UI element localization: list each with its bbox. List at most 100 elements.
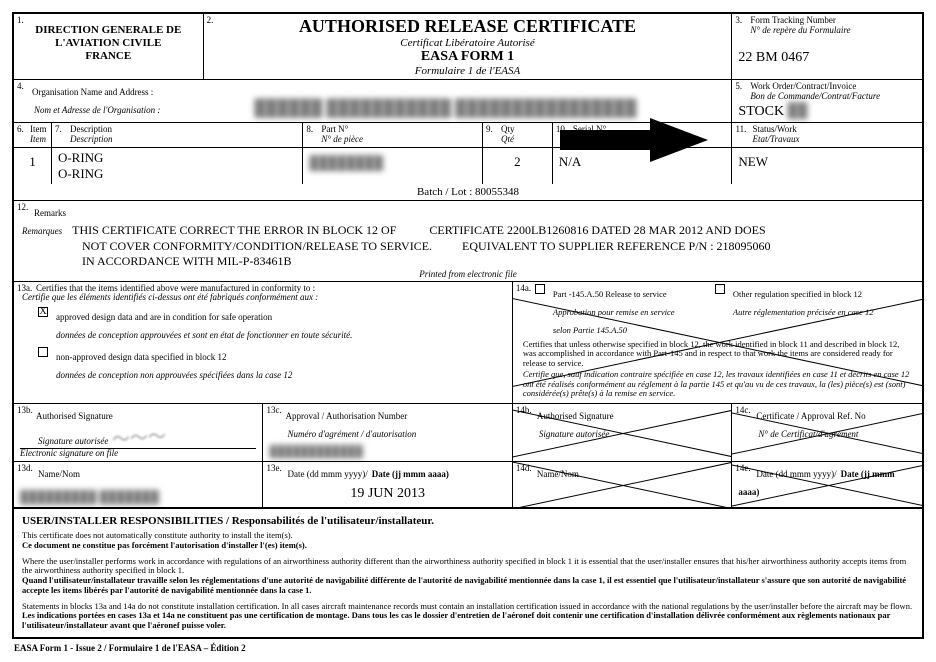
13d-redacted: █████████ ███████ (20, 490, 256, 505)
box4-num: 4. (17, 81, 24, 91)
14a-cb1-l2: Approbation pour remise en service (553, 307, 675, 317)
box13a-num: 13a. (17, 283, 32, 293)
cb2-l2: données de conception non approuvées spé… (56, 370, 292, 380)
easa-form-1: 1. DIRECTION GENERALE DE L'AVIATION CIVI… (12, 12, 924, 639)
14a-cb1-l3: selon Partie 145.A.50 (553, 325, 627, 335)
14a-cb2-l2: Autre réglementation précisée en case 12 (733, 307, 874, 317)
box2-title: AUTHORISED RELEASE CERTIFICATE (210, 16, 726, 37)
pointer-arrow-stem (560, 130, 660, 150)
box5-redacted: ██ (788, 104, 808, 119)
box4-redacted: ██████ ███████████ ████████████████ (254, 100, 636, 117)
c7-lbl-it: Description (70, 135, 296, 145)
13e-lbl: Date (dd mmm yyyy)/ (287, 469, 367, 479)
14b-lbl: Authorised Signature (537, 411, 614, 421)
13e-val: 19 JUN 2013 (269, 486, 505, 502)
box14a-num: 14a. (516, 283, 531, 293)
qty-val: 2 (483, 148, 553, 184)
cb1-l1: approved design data and are in conditio… (56, 312, 272, 322)
cert-row-de: 13d. Name/Nom █████████ ███████ 13e. Dat… (14, 462, 922, 509)
data-row: 1 O-RING O-RING ████████ 2 N/A NEW (14, 148, 922, 184)
form-footer: EASA Form 1 - Issue 2 / Formulaire 1 de … (12, 643, 924, 653)
status-val: NEW (732, 148, 922, 184)
box12-lbl-it: Remarques (22, 226, 62, 236)
13c-lbl-it: Numéro d'agrément / d'autorisation (287, 429, 416, 439)
box1-l1: DIRECTION GENERALE DE (20, 24, 197, 37)
13a-l1it: Certifie que les éléments identifiés ci-… (22, 293, 506, 303)
remarks-l1: THIS CERTIFICATE CORRECT THE ERROR IN BL… (72, 223, 765, 237)
box5-val: STOCK (738, 104, 784, 119)
checkbox-other (715, 284, 725, 294)
box13c-num: 13c. (266, 405, 281, 415)
remarks-l3: IN ACCORDANCE WITH MIL-P-83461B (82, 254, 916, 269)
cb2-l1: non-approved design data specified in bl… (56, 352, 226, 362)
box14e-num: 14e. (735, 463, 750, 473)
box1-l2: L'AVIATION CIVILE (20, 37, 197, 50)
cert-row-bc: 13b. Authorised Signature Signature auto… (14, 404, 922, 462)
c6-lbl-it: Item (30, 135, 45, 145)
box4-lbl-it: Nom et Adresse de l'Organisation : (34, 105, 160, 115)
13c-redacted: ████████████ (269, 446, 505, 458)
box2-num: 2. (207, 15, 214, 25)
resp-p3b: Les indications portées en cases 13a et … (22, 611, 914, 631)
c6-num: 6. (17, 124, 24, 134)
13b-lbl-it: Signature autorisée (38, 436, 108, 446)
pointer-arrow-head (650, 118, 708, 162)
c9-num: 9. (486, 124, 493, 134)
c9-lbl-it: Qté (501, 135, 546, 145)
14c-lbl-it: N° de Certificat/d'agrément (758, 429, 858, 439)
14c-lbl: Certificate / Approval Ref. No (756, 411, 865, 421)
box3-num: 3. (735, 15, 742, 25)
signature-graphic: ～～～ (112, 422, 168, 452)
part-redacted: ████████ (309, 155, 383, 170)
resp-p2a: Where the user/installer performs work i… (22, 557, 914, 577)
checkbox-approved: X (38, 307, 48, 317)
14a-p2: Certifie que, sauf indication contraire … (523, 370, 912, 399)
14b-lbl-it: Signature autorisée (539, 429, 609, 439)
printed-note: Printed from electronic file (20, 269, 916, 279)
box14c-num: 14c. (735, 405, 750, 415)
responsibilities: USER/INSTALLER RESPONSIBILITIES / Respon… (14, 509, 922, 637)
14a-p1: Certifies that unless otherwise specifie… (523, 340, 912, 369)
14e-lbl: Date (dd mmm yyyy)/ (756, 469, 836, 479)
box3-lbl-it: N° de repère du Formulaire (750, 26, 916, 36)
c8-lbl-it: N° de pièce (321, 135, 476, 145)
14a-cb2-l1: Other regulation specified in block 12 (733, 289, 862, 299)
checkbox-145 (535, 284, 545, 294)
remarks-row: 12. Remarks Remarques THIS CERTIFICATE C… (14, 201, 922, 282)
box1-l3: FRANCE (20, 50, 197, 63)
box13d-num: 13d. (17, 463, 33, 473)
box13e-num: 13e. (266, 463, 281, 473)
checkbox-nonapproved (38, 347, 48, 357)
c11-num: 11. (735, 124, 746, 134)
resp-p2b: Quand l'utilisateur/installateur travail… (22, 576, 914, 596)
box5-lbl-it: Bon de Commande/Contrat/Facture (750, 92, 916, 102)
14d-lbl: Name/Nom (537, 469, 579, 479)
box1-num: 1. (17, 15, 24, 25)
header-row: 1. DIRECTION GENERALE DE L'AVIATION CIVI… (14, 14, 922, 80)
13e-lbl-b: Date (jj mmm aaaa) (372, 469, 449, 479)
resp-title: USER/INSTALLER RESPONSIBILITIES / Respon… (22, 515, 914, 527)
cert-row-a: 13a. Certifies that the items identified… (14, 282, 922, 405)
box2-sub1: Certificat Libératoire Autorisé (210, 37, 726, 49)
box2-sub3: Formulaire 1 de l'EASA (210, 65, 726, 77)
box2-sub2: EASA FORM 1 (210, 49, 726, 65)
box12-num: 12. (17, 202, 28, 212)
c7-num: 7. (55, 124, 62, 134)
desc2: O-RING (58, 166, 296, 182)
box13b-num: 13b. (17, 405, 33, 415)
org-row: 4. Organisation Name and Address : Nom e… (14, 80, 922, 123)
cb1-l2: données de conception approuvées et sont… (56, 330, 352, 340)
item-val: 1 (14, 148, 52, 184)
resp-p1b: Ce document ne constitue pas forcément l… (22, 541, 914, 551)
13b-lbl: Authorised Signature (36, 411, 113, 421)
13c-lbl: Approval / Authorisation Number (285, 411, 407, 421)
14a-cb1-l1: Part -145.A.50 Release to service (553, 289, 667, 299)
c11-lbl-it: Etat/Travaux (752, 135, 916, 145)
batch: Batch / Lot : 80055348 (14, 184, 922, 200)
c8-num: 8. (306, 124, 313, 134)
box12-lbl: Remarks (34, 208, 66, 218)
batch-row: Batch / Lot : 80055348 (14, 184, 922, 201)
box4-lbl: Organisation Name and Address : (32, 87, 153, 97)
box14d-num: 14d. (516, 463, 532, 473)
box14b-num: 14b. (516, 405, 532, 415)
